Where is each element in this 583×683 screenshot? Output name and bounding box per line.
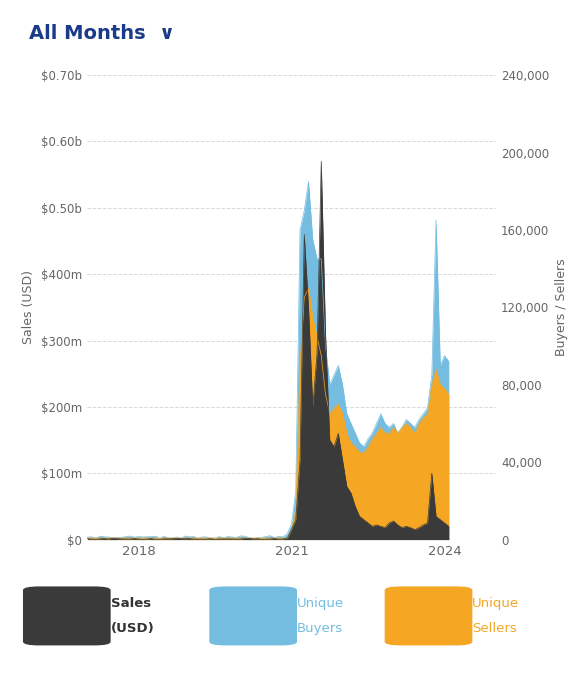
Y-axis label: Buyers / Sellers: Buyers / Sellers	[555, 259, 568, 356]
Text: All Months  ∨: All Months ∨	[29, 25, 175, 43]
Text: Sales: Sales	[111, 596, 151, 609]
Text: Sellers: Sellers	[472, 622, 517, 635]
FancyBboxPatch shape	[385, 587, 472, 645]
FancyBboxPatch shape	[209, 587, 297, 645]
FancyBboxPatch shape	[23, 587, 111, 645]
Y-axis label: Sales (USD): Sales (USD)	[22, 270, 35, 344]
Text: Unique: Unique	[297, 596, 344, 609]
Text: (USD): (USD)	[111, 622, 154, 635]
Text: Buyers: Buyers	[297, 622, 343, 635]
Text: Unique: Unique	[472, 596, 519, 609]
